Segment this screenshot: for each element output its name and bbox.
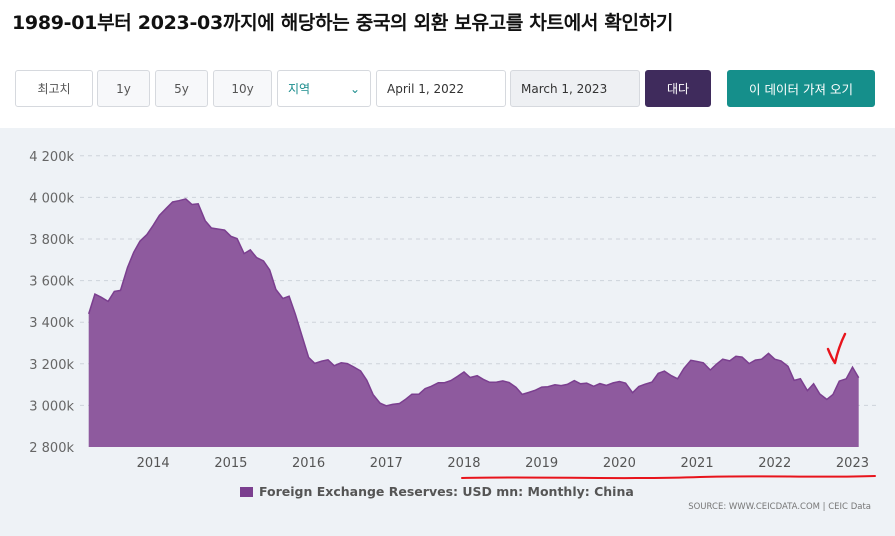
get-data-button[interactable]: 이 데이터 가져 오기	[727, 70, 875, 107]
max-range-button[interactable]: 최고치	[15, 70, 93, 107]
region-select[interactable]: 지역 ⌄	[277, 70, 371, 107]
y-axis-ticks: 2 800k 3 000k 3 200k 3 400k 3 600k 3 800k 4 00…	[29, 150, 74, 456]
source-note: SOURCE: WWW.CEICDATA.COM | CEIC Data	[688, 502, 871, 512]
y-tick-label: 2 800k	[29, 441, 74, 456]
page-title: 1989-01부터 2023-03까지에 해당하는 중국의 외환 보유고를 차트…	[12, 12, 674, 34]
range-5y-button[interactable]: 5y	[155, 70, 208, 107]
y-tick-label: 3 800k	[29, 233, 74, 248]
compare-button[interactable]: 대다	[645, 70, 711, 107]
y-tick-label: 3 200k	[29, 358, 74, 373]
y-tick-label: 3 600k	[29, 275, 74, 290]
x-tick-label: 2023	[836, 456, 869, 471]
toolbar: 최고치 1y 5y 10y 지역 ⌄ April 1, 2022 March 1…	[0, 62, 895, 122]
x-tick-label: 2016	[292, 456, 325, 471]
x-tick-label: 2022	[758, 456, 791, 471]
x-tick-label: 2021	[681, 456, 714, 471]
legend: Foreign Exchange Reserves: USD mn: Month…	[240, 484, 634, 499]
x-tick-label: 2017	[370, 456, 403, 471]
red-underline-annotation	[461, 475, 876, 480]
legend-swatch	[240, 486, 253, 497]
y-tick-label: 4 000k	[29, 191, 74, 206]
start-date-input[interactable]: April 1, 2022	[376, 70, 506, 107]
range-1y-button[interactable]: 1y	[97, 70, 150, 107]
legend-label: Foreign Exchange Reserves: USD mn: Month…	[259, 484, 634, 499]
x-axis-ticks: 2014 2015 2016 2017 2018 2019 2020 2021 2022 2023	[137, 456, 869, 471]
x-tick-label: 2018	[447, 456, 480, 471]
y-tick-label: 3 000k	[29, 399, 74, 414]
red-checkmark-annotation	[826, 332, 847, 365]
x-tick-label: 2015	[214, 456, 247, 471]
series-area	[88, 198, 859, 447]
end-date-input[interactable]: March 1, 2023	[510, 70, 640, 107]
x-tick-label: 2020	[603, 456, 636, 471]
x-tick-label: 2014	[137, 456, 170, 471]
range-10y-button[interactable]: 10y	[213, 70, 272, 107]
chevron-down-icon: ⌄	[349, 81, 360, 96]
y-tick-label: 3 400k	[29, 316, 74, 331]
x-tick-label: 2019	[525, 456, 558, 471]
series-line	[87, 198, 860, 407]
region-select-label: 지역	[288, 82, 311, 96]
y-tick-label: 4 200k	[29, 150, 74, 165]
